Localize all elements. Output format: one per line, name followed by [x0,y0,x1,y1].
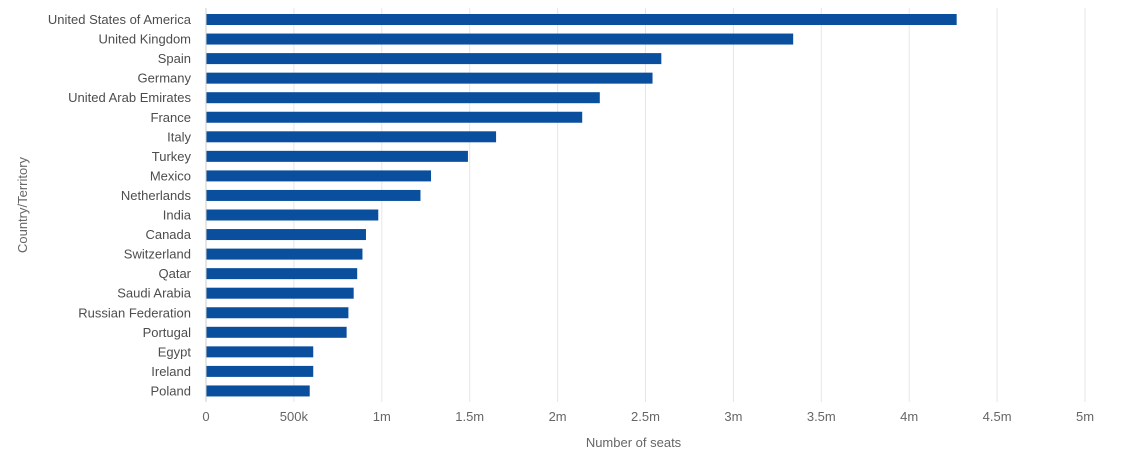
bar[interactable] [206,248,363,260]
category-label: Mexico [150,168,191,183]
category-label: Ireland [151,364,191,379]
category-label: Spain [158,51,191,66]
x-tick-label: 4.5m [983,409,1012,424]
category-label: Turkey [152,149,192,164]
category-label: Switzerland [124,247,191,262]
gridlines [293,8,1086,402]
category-label: Poland [151,383,191,398]
category-label: Egypt [158,344,192,359]
category-label: Netherlands [121,188,192,203]
x-tick-label: 3.5m [807,409,836,424]
category-labels: United States of America United Kingdom Sp… [48,12,192,398]
category-label: Portugal [143,325,192,340]
category-label: Canada [145,227,191,242]
bar[interactable] [206,53,662,65]
x-tick-label: 4m [900,409,918,424]
bar[interactable] [206,287,354,299]
bar[interactable] [206,33,794,45]
bar[interactable] [206,365,314,377]
x-tick-label: 5m [1076,409,1094,424]
bar[interactable] [206,92,600,104]
category-label: Germany [138,71,192,86]
category-label: India [163,208,192,223]
x-tick-labels: 0 500k 1m 1.5m 2m 2.5m 3m 3.5m 4m 4.5m 5m [202,409,1094,424]
x-tick-label: 3m [724,409,742,424]
bar[interactable] [206,170,432,182]
x-tick-label: 500k [280,409,309,424]
x-tick-label: 2.5m [631,409,660,424]
category-label: United Arab Emirates [68,90,191,105]
bar[interactable] [206,326,347,338]
x-tick-label: 1.5m [455,409,484,424]
bar[interactable] [206,268,358,280]
bar[interactable] [206,229,366,241]
x-tick-label: 0 [202,409,209,424]
x-tick-label: 2m [549,409,567,424]
y-axis-title: Country/Territory [15,156,30,253]
category-label: United States of America [48,12,192,27]
bar[interactable] [206,385,310,397]
bar[interactable] [206,346,314,358]
x-axis-title: Number of seats [586,435,682,450]
bar[interactable] [206,307,349,319]
category-label: United Kingdom [99,32,192,47]
bar[interactable] [206,131,497,143]
category-label: Saudi Arabia [117,286,191,301]
bars [206,14,957,397]
category-label: Qatar [158,266,191,281]
category-label: Italy [167,129,191,144]
bar[interactable] [206,111,583,123]
category-label: France [151,110,191,125]
bar[interactable] [206,150,468,162]
bar[interactable] [206,14,957,25]
bar[interactable] [206,209,379,221]
x-tick-label: 1m [373,409,391,424]
bar[interactable] [206,189,421,201]
category-label: Russian Federation [78,305,191,320]
bar[interactable] [206,72,653,84]
